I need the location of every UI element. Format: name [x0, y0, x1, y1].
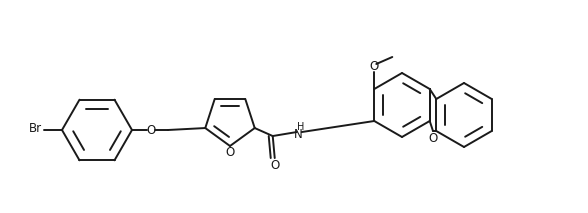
Text: O: O [146, 124, 156, 137]
Text: N: N [295, 128, 303, 141]
Text: O: O [270, 158, 279, 171]
Text: Br: Br [28, 122, 42, 135]
Text: O: O [370, 60, 379, 73]
Text: H: H [297, 122, 305, 132]
Text: O: O [225, 147, 235, 160]
Text: O: O [429, 131, 437, 144]
